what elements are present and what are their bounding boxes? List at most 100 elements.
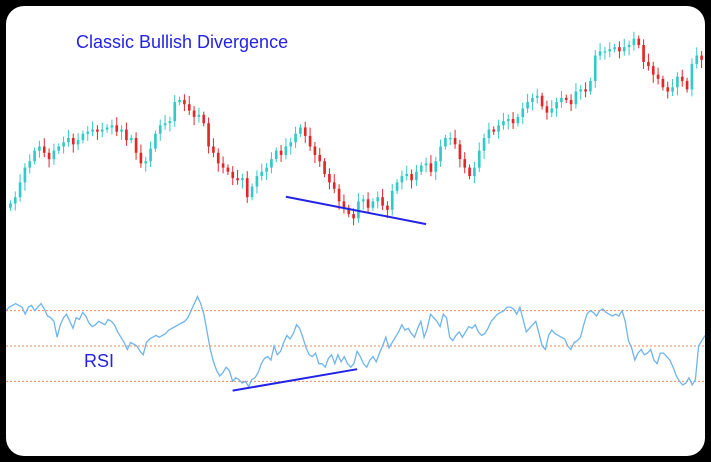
candle [521,108,525,117]
candle [685,80,689,90]
candle [593,55,597,81]
candle [502,121,505,126]
candle [352,214,355,219]
candle [71,138,75,145]
candle [96,129,99,132]
candle [158,125,162,134]
candle [564,97,568,100]
candle [289,142,293,147]
candle [477,150,481,168]
candle [453,138,457,145]
candle [651,66,655,75]
candle [163,123,167,126]
candle [366,199,370,208]
price-chart [9,31,703,226]
candle [183,99,186,105]
candle [52,150,56,160]
price-divergence-line [285,195,427,226]
candle [86,131,90,134]
candle [91,129,94,132]
candle [100,129,104,132]
candle [284,146,288,155]
candle [270,159,273,168]
candle [642,45,645,62]
candle [332,182,336,189]
candle [125,129,128,141]
candle [9,203,12,208]
candle [260,171,264,177]
candle [400,176,404,183]
candle [308,135,312,147]
candle [589,80,592,92]
candle [347,207,351,215]
candle [390,190,394,210]
candle [574,91,578,105]
candle [506,118,510,122]
candle [680,76,684,81]
candle [33,150,36,162]
chart-title: Classic Bullish Divergence [76,32,289,52]
candle [419,165,423,172]
candle [540,95,544,107]
candle [395,182,399,191]
candle [192,110,196,117]
candle [439,146,442,162]
candle [67,138,70,143]
candle [23,167,27,183]
candle [178,99,181,103]
rsi-divergence-line [232,368,358,392]
candle [328,173,331,183]
candle [154,133,157,149]
candle [637,38,641,46]
candle [139,152,143,164]
candle [241,178,244,181]
candle [526,102,529,109]
candle [550,108,554,113]
candle [424,163,428,166]
candle [299,127,302,134]
candle [555,102,558,109]
candle [584,89,587,92]
candle [410,173,413,181]
candle [535,95,539,98]
candle [361,199,365,202]
candle [386,205,389,210]
candle [497,125,500,132]
candle [313,146,317,155]
candle [110,125,114,128]
candle [569,99,573,105]
candle [197,114,201,117]
candle [216,152,220,164]
candle [221,163,225,168]
candle [13,197,17,204]
candle [274,150,278,160]
candle [245,178,249,198]
candle [482,138,486,151]
candle [149,148,152,162]
rsi-chart [6,294,705,392]
candle [168,121,172,124]
candle [608,49,612,52]
candle [444,138,447,147]
candle [463,159,467,168]
candle [318,154,322,162]
candle [381,197,384,206]
candle [700,55,703,60]
candle [236,178,239,181]
candle [622,47,626,52]
candle [81,133,85,141]
candle [28,161,32,168]
candle [371,201,375,208]
candle [212,146,215,153]
candle [173,102,177,122]
candle [487,129,491,139]
candle [250,186,254,198]
candle [376,197,380,202]
candle [134,138,138,153]
candle [231,171,235,179]
candle [516,116,520,124]
candle [105,127,109,130]
candle [342,201,346,208]
candle [429,163,433,172]
